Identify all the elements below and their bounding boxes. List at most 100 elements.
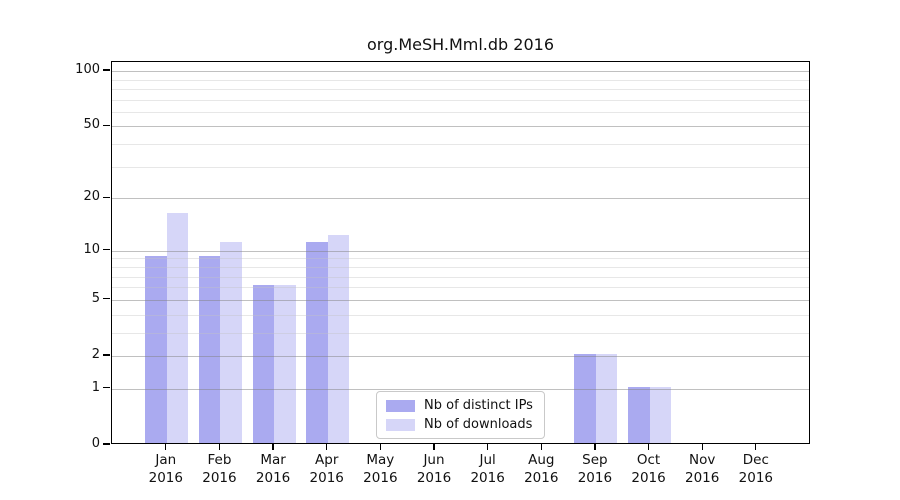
x-tick-label: Aug 2016	[509, 452, 573, 487]
legend-swatch-distinct-ips-icon	[386, 399, 415, 412]
x-tick-label-line: Jan	[155, 452, 177, 468]
gridline-major	[112, 126, 809, 128]
gridline-major	[112, 71, 809, 73]
x-tick-label: Feb 2016	[187, 452, 251, 487]
bar-downloads	[595, 354, 618, 443]
x-axis-tick	[540, 444, 542, 450]
gridline-minor	[112, 258, 809, 260]
y-tick-label: 1	[91, 379, 100, 395]
bar-downloads	[649, 386, 672, 443]
x-axis-tick	[755, 444, 757, 450]
x-axis-tick	[594, 444, 596, 450]
x-tick-label-line: May	[366, 452, 395, 468]
x-tick-label: Jun 2016	[402, 452, 466, 487]
x-tick-label: Jan 2016	[134, 452, 198, 487]
x-tick-label-line: 2016	[577, 469, 613, 486]
legend-label-downloads: Nb of downloads	[424, 417, 533, 432]
gridline-minor	[112, 144, 809, 146]
plot-area	[111, 61, 810, 444]
bar-distinct-ips	[198, 256, 221, 443]
x-axis-tick	[433, 444, 435, 450]
x-tick-label: Oct 2016	[617, 452, 681, 487]
gridline-minor	[112, 266, 809, 268]
gridline-minor	[112, 88, 809, 90]
x-tick-label-line: Sep	[582, 452, 608, 468]
chart-title: org.MeSH.Mml.db 2016	[366, 35, 554, 54]
gridline-major	[112, 355, 809, 357]
gridline-major	[112, 198, 809, 200]
x-tick-label-line: Mar	[260, 452, 286, 468]
bar-downloads	[327, 235, 350, 443]
y-tick-label: 100	[75, 62, 100, 78]
gridline-minor	[112, 314, 809, 316]
bar-distinct-ips	[628, 386, 650, 443]
x-tick-label-line: Jun	[423, 452, 445, 468]
x-tick-label: Nov 2016	[670, 452, 734, 487]
y-tick-label: 20	[83, 189, 100, 205]
gridline-major	[112, 388, 809, 390]
x-axis-tick	[326, 444, 328, 450]
gridline-minor	[112, 99, 809, 101]
x-axis-tick	[218, 444, 221, 450]
x-tick-label-line: Feb	[207, 452, 232, 468]
x-tick-label: Sep 2016	[563, 452, 627, 487]
x-tick-label: Apr 2016	[295, 452, 359, 487]
y-axis-tick	[103, 124, 110, 127]
x-tick-label: Mar 2016	[241, 452, 305, 487]
legend: Nb of distinct IPs Nb of downloads	[376, 391, 545, 439]
gridline-minor	[112, 79, 809, 81]
bar-downloads	[220, 241, 242, 443]
x-tick-label-line: 2016	[255, 469, 291, 486]
y-axis-tick	[103, 249, 110, 251]
y-tick-label: 10	[83, 241, 100, 257]
y-axis-tick	[103, 298, 110, 300]
x-axis-tick	[165, 444, 167, 450]
y-tick-label: 5	[91, 290, 100, 306]
x-tick-label: Jul 2016	[456, 452, 520, 487]
legend-swatch-downloads-icon	[386, 418, 415, 431]
bar-distinct-ips	[145, 256, 167, 443]
y-axis-tick	[103, 354, 110, 356]
x-tick-label-line: Dec	[742, 452, 769, 468]
gridline-major	[112, 250, 809, 252]
gridline-major	[112, 299, 809, 301]
y-axis-tick	[103, 443, 110, 445]
gridline-minor	[112, 287, 809, 289]
bar-downloads	[166, 213, 189, 443]
x-tick-label-line: 2016	[202, 469, 237, 486]
x-tick-label-line: 2016	[148, 469, 183, 486]
y-axis-tick	[103, 69, 110, 71]
legend-label-distinct-ips: Nb of distinct IPs	[424, 398, 533, 413]
bar-distinct-ips	[574, 354, 596, 443]
x-tick-label-line: 2016	[363, 469, 398, 486]
gridline-minor	[112, 276, 809, 278]
x-tick-label-line: Apr	[315, 452, 339, 468]
y-tick-label: 2	[91, 346, 100, 362]
x-tick-label-line: 2016	[685, 469, 720, 486]
x-tick-label: May 2016	[348, 452, 412, 487]
y-tick-label: 0	[91, 436, 100, 451]
x-tick-label-line: 2016	[738, 469, 773, 486]
x-axis-tick	[272, 444, 274, 450]
x-axis-tick	[701, 444, 703, 450]
x-tick-label-line: Nov	[689, 452, 716, 468]
y-axis-tick	[103, 196, 110, 198]
x-tick-label-line: Aug	[528, 452, 555, 468]
gridline-minor	[112, 111, 809, 113]
x-axis-tick	[647, 444, 650, 450]
x-tick-label-line: 2016	[470, 469, 505, 486]
x-tick-label-line: 2016	[524, 469, 559, 486]
bar-distinct-ips	[252, 285, 275, 443]
bar-distinct-ips	[306, 241, 328, 443]
x-tick-label-line: 2016	[309, 469, 344, 486]
legend-item-downloads: Nb of downloads	[386, 417, 533, 432]
bar-downloads	[274, 285, 296, 443]
x-tick-label: Dec 2016	[724, 452, 788, 487]
y-axis-tick	[103, 387, 110, 389]
x-axis-tick	[487, 444, 489, 450]
x-tick-label-line: Jul	[479, 452, 496, 468]
y-tick-label: 50	[83, 117, 100, 133]
x-tick-label-line: 2016	[631, 469, 666, 486]
gridline-minor	[112, 332, 809, 334]
